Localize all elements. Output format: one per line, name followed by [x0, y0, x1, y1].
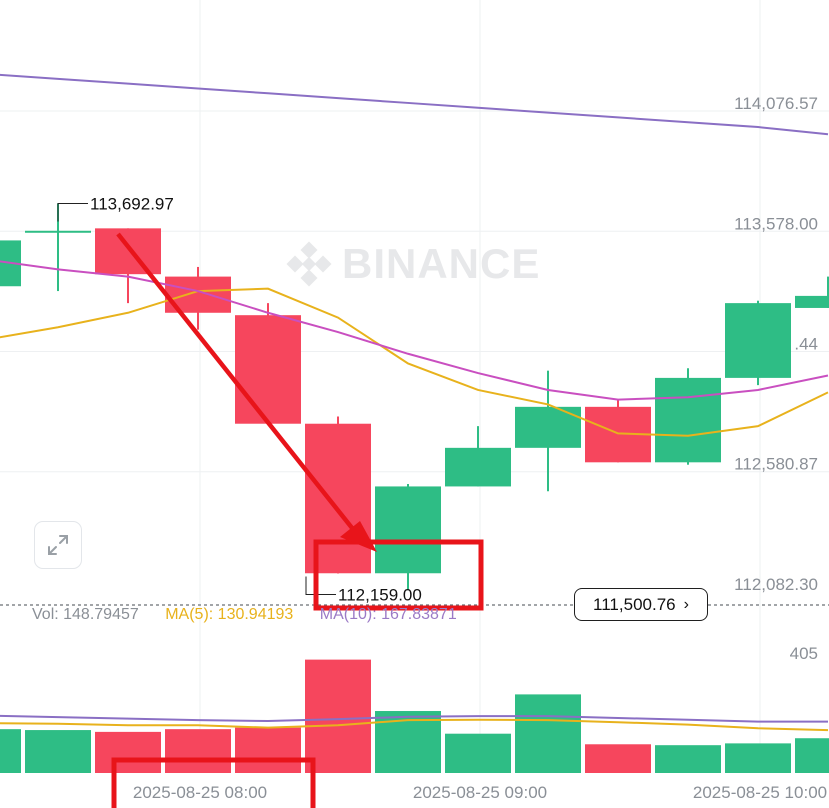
expand-chart-button[interactable] — [34, 521, 82, 569]
candle-body — [95, 228, 161, 275]
current-price-value: 111,500.76 — [593, 594, 676, 614]
price-axis-label: 112,082.30 — [734, 575, 818, 594]
volume-bar — [95, 731, 161, 773]
volume-ma5-value: MA(5): 130.94193 — [165, 606, 294, 623]
time-highlight-box — [111, 757, 316, 808]
candle-body — [445, 447, 511, 487]
price-axis-label: .44 — [794, 334, 818, 353]
ma-long-line — [0, 73, 829, 136]
time-axis-label: 2025-08-25 10:00 — [693, 783, 827, 802]
high-price-label: 113,692.97 — [90, 195, 174, 214]
volume-bar — [795, 738, 829, 773]
candle-body — [725, 303, 791, 378]
low-marker-line — [305, 576, 336, 596]
arrow-head — [340, 521, 377, 552]
volume-bar — [305, 659, 371, 773]
high-marker-line — [57, 203, 88, 222]
time-axis-label: 2025-08-25 08:00 — [133, 783, 267, 802]
volume-legend: Vol: 148.79457 MA(5): 130.94193 MA(10): … — [32, 606, 479, 624]
arrow-shaft — [116, 232, 362, 540]
volume-bar — [165, 729, 231, 773]
volume-bar — [515, 694, 581, 773]
ma5-line — [0, 287, 829, 437]
price-axis-label: 114,076.57 — [734, 94, 818, 113]
volume-bar — [655, 745, 721, 773]
candle-body — [235, 315, 301, 424]
low-price-label: 112,159.00 — [338, 586, 422, 605]
candle-body — [795, 295, 829, 308]
volume-bar — [725, 743, 791, 773]
volume-axis-label: 405 — [790, 644, 818, 663]
candle-body — [375, 486, 441, 574]
volume-bar — [0, 729, 21, 773]
volume-bar — [25, 730, 91, 773]
volume-bar — [235, 727, 301, 773]
time-axis-label: 2025-08-25 09:00 — [413, 783, 547, 802]
current-price-button[interactable]: 111,500.76 › — [574, 588, 708, 621]
watermark-text: BINANCE — [342, 240, 541, 287]
price-axis-label: 113,578.00 — [734, 214, 818, 233]
chevron-right-icon: › — [683, 595, 689, 613]
volume-value: Vol: 148.79457 — [32, 606, 139, 623]
expand-icon — [48, 535, 68, 555]
ma10-line — [0, 260, 829, 401]
candle-body — [25, 230, 91, 233]
binance-watermark: BINANCE — [286, 240, 540, 288]
volume-bar — [585, 744, 651, 773]
volume-ma10-line — [0, 714, 828, 723]
price-axis-label: 112,580.87 — [734, 455, 818, 474]
binance-logo-icon — [286, 241, 332, 287]
volume-ma10-value: MA(10): 167.83871 — [319, 606, 457, 623]
volume-ma5-line — [0, 718, 829, 732]
candle-body — [655, 377, 721, 463]
low-highlight-box — [313, 539, 484, 611]
volume-bar — [445, 733, 511, 773]
